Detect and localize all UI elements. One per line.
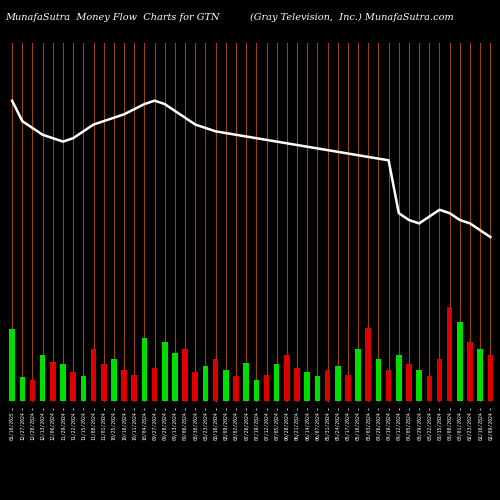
Bar	[223, 370, 228, 400]
Bar	[162, 342, 168, 400]
Bar	[192, 372, 198, 400]
Bar	[457, 322, 462, 400]
Bar	[356, 349, 361, 401]
Bar	[90, 349, 96, 401]
Bar	[436, 359, 442, 401]
Bar	[172, 353, 178, 401]
Text: MunafaSutra  Money Flow  Charts for GTN: MunafaSutra Money Flow Charts for GTN	[5, 12, 220, 22]
Bar	[314, 376, 320, 400]
Bar	[111, 359, 116, 401]
Bar	[304, 372, 310, 400]
Bar	[30, 380, 36, 400]
Bar	[244, 363, 249, 401]
Bar	[386, 370, 392, 400]
Bar	[101, 364, 106, 400]
Bar	[284, 356, 290, 401]
Bar	[416, 370, 422, 400]
Bar	[50, 362, 56, 401]
Bar	[122, 370, 127, 400]
Bar	[467, 342, 473, 400]
Bar	[202, 366, 208, 400]
Bar	[426, 376, 432, 400]
Bar	[447, 308, 452, 400]
Bar	[274, 364, 280, 400]
Bar	[213, 359, 218, 401]
Bar	[254, 380, 259, 400]
Bar	[70, 372, 76, 400]
Bar	[488, 356, 493, 401]
Bar	[406, 364, 412, 400]
Bar	[325, 370, 330, 400]
Bar	[294, 368, 300, 400]
Bar	[10, 330, 15, 400]
Bar	[182, 349, 188, 401]
Bar	[478, 349, 483, 401]
Bar	[396, 356, 402, 401]
Bar	[345, 375, 350, 400]
Bar	[366, 328, 371, 400]
Bar	[80, 376, 86, 400]
Bar	[60, 364, 66, 400]
Bar	[152, 368, 158, 400]
Bar	[376, 359, 381, 401]
Bar	[264, 375, 270, 400]
Bar	[335, 366, 340, 400]
Bar	[40, 356, 46, 401]
Bar	[132, 375, 137, 400]
Bar	[233, 376, 239, 400]
Text: (Gray Television,  Inc.) MunafaSutra.com: (Gray Television, Inc.) MunafaSutra.com	[250, 12, 454, 22]
Bar	[142, 338, 147, 400]
Bar	[20, 378, 25, 400]
